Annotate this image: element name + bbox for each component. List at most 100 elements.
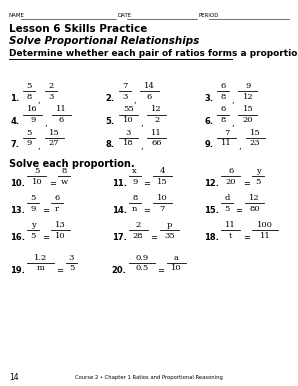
Text: 9: 9: [30, 116, 35, 124]
Text: 2: 2: [154, 116, 159, 124]
Text: 5: 5: [27, 82, 32, 90]
Text: 7.: 7.: [10, 140, 19, 149]
Text: 0.9: 0.9: [135, 254, 148, 262]
Text: 11.: 11.: [112, 179, 127, 188]
Text: 6: 6: [55, 194, 60, 202]
Text: 7: 7: [224, 129, 229, 137]
Text: ,: ,: [231, 119, 234, 128]
Text: 15: 15: [157, 178, 167, 186]
Text: ,: ,: [133, 96, 136, 105]
Text: w: w: [61, 178, 68, 186]
Text: 3: 3: [69, 254, 74, 262]
Text: Lesson 6 Skills Practice: Lesson 6 Skills Practice: [9, 24, 147, 34]
Text: 0.5: 0.5: [135, 264, 148, 273]
Text: 10: 10: [32, 178, 42, 186]
Text: 14.: 14.: [112, 206, 127, 215]
Text: d: d: [224, 194, 230, 202]
Text: a: a: [174, 254, 179, 262]
Text: DATE: DATE: [118, 13, 132, 18]
Text: ,: ,: [231, 96, 234, 105]
Text: 12: 12: [249, 194, 260, 202]
Text: 9.: 9.: [204, 140, 213, 149]
Text: ,: ,: [238, 142, 241, 151]
Text: 5: 5: [69, 264, 74, 273]
Text: Determine whether each pair of ratios forms a proportion.: Determine whether each pair of ratios fo…: [9, 49, 298, 58]
Text: 20.: 20.: [112, 266, 127, 275]
Text: ,: ,: [38, 96, 40, 105]
Text: Solve each proportion.: Solve each proportion.: [9, 159, 135, 169]
Text: 2.: 2.: [106, 94, 115, 103]
Text: 8: 8: [27, 93, 32, 101]
Text: 2: 2: [48, 82, 53, 90]
Text: 5: 5: [27, 129, 32, 137]
Text: 20: 20: [225, 178, 236, 186]
Text: 11: 11: [225, 221, 236, 229]
Text: 15.: 15.: [204, 206, 219, 215]
Text: 27: 27: [49, 139, 60, 147]
Text: 66: 66: [151, 139, 162, 147]
Text: 17.: 17.: [112, 233, 127, 242]
Text: 2: 2: [136, 221, 141, 229]
Text: 20: 20: [243, 116, 253, 124]
Text: 5: 5: [34, 167, 40, 175]
Text: n: n: [132, 205, 137, 213]
Text: 14: 14: [144, 82, 155, 90]
Text: 12: 12: [243, 93, 253, 101]
Text: 10: 10: [55, 232, 66, 240]
Text: r: r: [55, 205, 59, 213]
Text: 6: 6: [147, 93, 152, 101]
Text: 3: 3: [125, 129, 131, 137]
Text: 6: 6: [220, 82, 226, 90]
Text: 18.: 18.: [204, 233, 219, 242]
Text: 12.: 12.: [204, 179, 219, 188]
Text: =: =: [243, 179, 250, 188]
Text: m: m: [37, 264, 44, 273]
Text: ,: ,: [140, 119, 143, 128]
Text: 1.2: 1.2: [34, 254, 47, 262]
Text: 14: 14: [9, 373, 18, 382]
Text: 5.: 5.: [106, 117, 115, 126]
Text: 28: 28: [133, 232, 144, 240]
Text: 8.: 8.: [106, 140, 115, 149]
Text: 10: 10: [157, 194, 167, 202]
Text: 6: 6: [59, 116, 64, 124]
Text: 5: 5: [255, 178, 261, 186]
Text: 16: 16: [27, 105, 38, 113]
Text: 1.: 1.: [10, 94, 20, 103]
Text: 9: 9: [31, 205, 36, 213]
Text: 6.: 6.: [204, 117, 213, 126]
Text: 9: 9: [245, 82, 251, 90]
Text: 10: 10: [123, 116, 134, 124]
Text: 23: 23: [250, 139, 260, 147]
Text: 3: 3: [48, 93, 53, 101]
Text: Solve Proportional Relationships: Solve Proportional Relationships: [9, 36, 199, 46]
Text: =: =: [42, 233, 49, 242]
Text: 8: 8: [220, 116, 226, 124]
Text: t: t: [229, 232, 232, 240]
Text: 4: 4: [159, 167, 165, 175]
Text: =: =: [235, 206, 243, 215]
Text: =: =: [143, 206, 150, 215]
Text: NAME: NAME: [9, 13, 25, 18]
Text: 4.: 4.: [10, 117, 20, 126]
Text: 8: 8: [62, 167, 67, 175]
Text: 5: 5: [224, 205, 230, 213]
Text: =: =: [56, 266, 63, 275]
Text: Course 2 • Chapter 1 Ratios and Proportional Reasoning: Course 2 • Chapter 1 Ratios and Proporti…: [75, 375, 223, 380]
Text: =: =: [143, 179, 150, 188]
Text: 12: 12: [151, 105, 162, 113]
Text: 3.: 3.: [204, 94, 213, 103]
Text: 6: 6: [228, 167, 233, 175]
Text: =: =: [150, 233, 157, 242]
Text: 6: 6: [220, 105, 226, 113]
Text: 9: 9: [27, 139, 32, 147]
Text: x: x: [132, 167, 137, 175]
Text: ,: ,: [45, 119, 47, 128]
Text: 11: 11: [151, 129, 162, 137]
Text: =: =: [42, 206, 49, 215]
Text: 80: 80: [249, 205, 260, 213]
Text: 8: 8: [220, 93, 226, 101]
Text: 55: 55: [123, 105, 134, 113]
Text: 10: 10: [171, 264, 182, 273]
Text: 19.: 19.: [10, 266, 25, 275]
